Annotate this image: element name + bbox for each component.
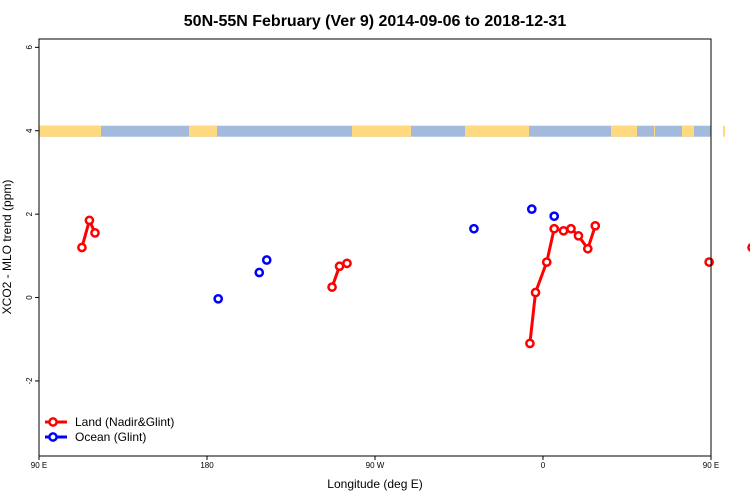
land-segment	[723, 125, 725, 137]
ocean-point	[213, 293, 224, 304]
land-segment	[352, 125, 411, 137]
y-tick-label: -2	[25, 377, 34, 385]
x-tick-label: 90 W	[366, 461, 385, 470]
y-tick-label: 6	[25, 45, 34, 50]
y-tick-label: 2	[25, 211, 34, 216]
legend-ocean-label: Ocean (Glint)	[75, 430, 146, 444]
land-point	[530, 287, 541, 298]
y-tick-label: 4	[25, 128, 34, 133]
land-point	[327, 282, 337, 292]
ocean-point	[261, 255, 272, 265]
legend-land-marker	[48, 417, 58, 427]
land-point	[90, 228, 100, 238]
x-tick-label: 0	[541, 461, 546, 470]
land-point	[77, 242, 87, 253]
y-axis: -2 0 2 4 6	[25, 45, 39, 385]
ocean-point	[469, 223, 479, 234]
land-segment	[611, 125, 637, 137]
plot-frame	[38, 38, 712, 457]
land-point	[342, 258, 352, 269]
land-segment	[654, 125, 655, 137]
x-tick-label: 90 E	[703, 461, 719, 470]
land-point	[566, 223, 576, 234]
land-point	[525, 338, 535, 349]
land-segment	[682, 125, 694, 137]
legend-land-label: Land (Nadir&Glint)	[75, 415, 174, 429]
land-point	[582, 243, 593, 254]
y-axis-label: XCO2 - MLO trend (ppm)	[0, 180, 14, 315]
x-tick-label: 180	[200, 461, 214, 470]
land-point	[558, 225, 569, 236]
land-point	[549, 223, 560, 234]
legend: Land (Nadir&Glint)Ocean (Glint)	[45, 415, 174, 444]
chart-title: 50N-55N February (Ver 9) 2014-09-06 to 2…	[184, 13, 567, 30]
x-tick-label: 90 E	[31, 461, 47, 470]
land-segment	[39, 125, 101, 137]
land-segment	[189, 125, 217, 137]
plot-area	[39, 125, 750, 349]
land-line	[528, 225, 597, 344]
land-segment	[465, 125, 529, 137]
legend-ocean-marker	[48, 432, 58, 442]
land-point	[573, 230, 584, 241]
ocean-point	[549, 211, 560, 222]
land-point	[590, 220, 601, 231]
land-point	[84, 215, 95, 226]
land-point	[334, 261, 345, 272]
x-axis-label: Longitude (deg E)	[327, 477, 422, 491]
land-point	[541, 257, 552, 267]
ocean-point	[254, 267, 265, 278]
land-point	[704, 257, 714, 267]
y-tick-label: 0	[25, 295, 34, 300]
ocean-point	[526, 204, 537, 214]
